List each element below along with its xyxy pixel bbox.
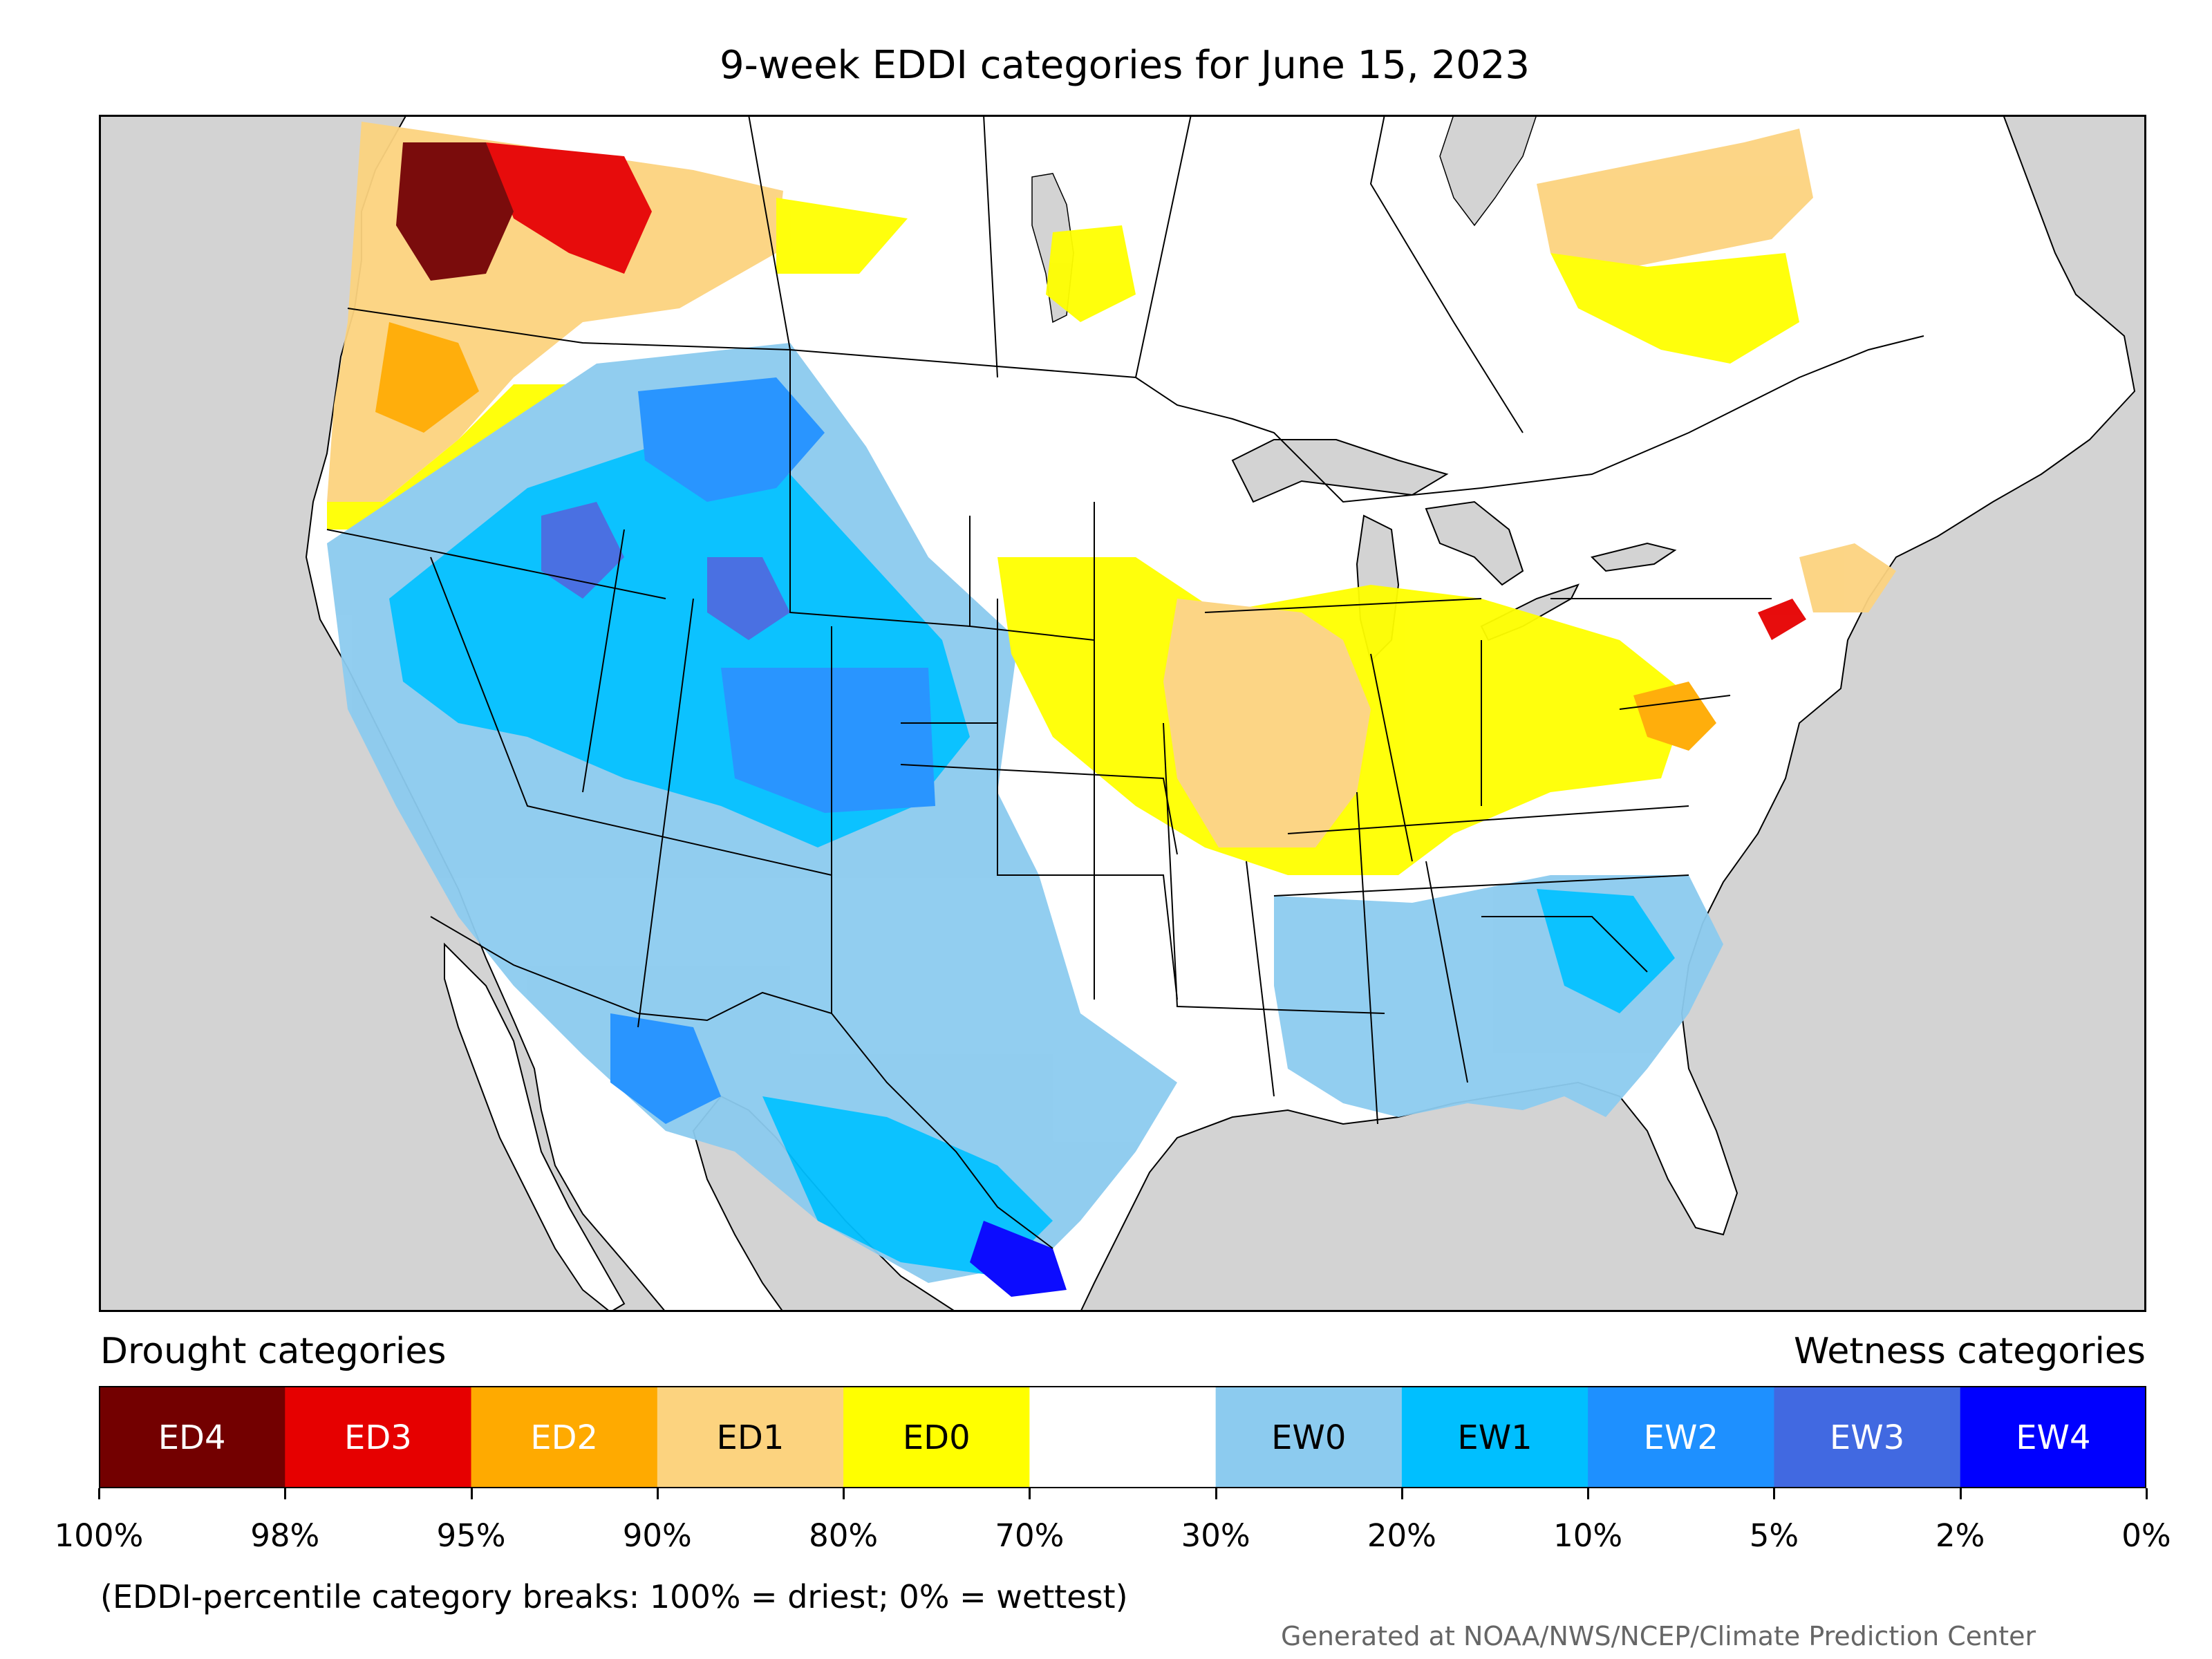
eddi-map: [99, 115, 2146, 1312]
colorbar-cell-neutral: [1029, 1386, 1217, 1488]
us-mexico-border: [430, 916, 1053, 1249]
hudson-bay-edge: [1439, 115, 1537, 227]
tick-mark: [843, 1488, 845, 1499]
tick-mark: [1959, 1488, 1962, 1499]
colorbar-label-ew2: EW2: [1644, 1418, 1718, 1457]
colorbar-label-ed2: ED2: [530, 1418, 598, 1457]
lake-huron: [1425, 500, 1524, 586]
region-ed0-bc: [776, 198, 908, 274]
credit-line: Generated at NOAA/NWS/NCEP/Climate Predi…: [1281, 1621, 2036, 1651]
eddi-fill-regions: [327, 122, 1896, 1297]
region-ew3-wyoming: [707, 557, 790, 640]
region-ed2-virginia: [1633, 682, 1716, 751]
tick-mark: [284, 1488, 287, 1499]
region-ew3-idaho: [541, 502, 624, 599]
tick-mark: [1215, 1488, 1217, 1499]
colorbar-cell-ew0: [1215, 1386, 1403, 1488]
region-ew2-arizona: [610, 1013, 721, 1124]
region-ed4-bc: [396, 142, 514, 281]
colorbar-cell-ew2: [1588, 1386, 1774, 1488]
tick-label: 5%: [1749, 1517, 1799, 1554]
tick-mark: [656, 1488, 659, 1499]
colorbar-cell-ed2: [471, 1386, 658, 1488]
land-baja: [444, 942, 626, 1312]
region-ew4-texas: [970, 1221, 1067, 1297]
tick-mark: [98, 1488, 100, 1499]
region-ed3-bc: [486, 142, 652, 274]
colorbar-label-ew4: EW4: [2016, 1418, 2090, 1457]
tick-mark: [1773, 1488, 1776, 1499]
colorbar-label-ed3: ED3: [344, 1418, 412, 1457]
tick-label: 100%: [54, 1517, 144, 1554]
region-ed1-northeast: [1799, 543, 1896, 612]
map-border: [99, 115, 2146, 1312]
colorbar-label-ew3: EW3: [1830, 1418, 1904, 1457]
region-ed2-bc: [375, 322, 479, 433]
lake-ontario: [1591, 542, 1677, 572]
tick-label: 95%: [436, 1517, 506, 1554]
tick-mark: [470, 1488, 473, 1499]
region-ed0-quebec: [1550, 253, 1799, 364]
wetness-categories-title: Wetness categories: [1794, 1331, 2146, 1372]
tick-label: 2%: [1936, 1517, 1985, 1554]
region-ed0-manitoba: [1046, 225, 1136, 322]
tick-mark: [2146, 1488, 2148, 1499]
tick-label: 70%: [995, 1517, 1065, 1554]
region-ed1-quebec: [1537, 129, 1813, 267]
colorbar-label-ed1: ED1: [717, 1418, 785, 1457]
colorbar-label-ed0: ED0: [903, 1418, 971, 1457]
colorbar-cell-ew4: [1960, 1386, 2146, 1488]
region-ew2-colorado: [721, 668, 935, 813]
tick-label: 90%: [622, 1517, 692, 1554]
tick-label: 98%: [250, 1517, 320, 1554]
category-breaks-note: (EDDI-percentile category breaks: 100% =…: [100, 1578, 1128, 1615]
region-ed1-midwest: [1163, 599, 1371, 847]
map-title: 9-week EDDI categories for June 15, 2023: [720, 43, 1530, 88]
region-ew2-montana: [638, 377, 825, 502]
colorbar-cell-ew3: [1774, 1386, 1961, 1488]
colorbar-cell-ed1: [657, 1386, 844, 1488]
colorbar-cell-ed0: [843, 1386, 1030, 1488]
colorbar-cell-ed3: [285, 1386, 472, 1488]
tick-label: 30%: [1181, 1517, 1250, 1554]
colorbar-cell-ed4: [99, 1386, 285, 1488]
us-canada-border: [347, 308, 1924, 503]
colorbar-label-ew0: EW0: [1271, 1418, 1346, 1457]
tick-mark: [1400, 1488, 1403, 1499]
region-ew1-southeast: [1537, 889, 1675, 1013]
tick-label: 0%: [2121, 1517, 2171, 1554]
lake-superior: [1231, 439, 1449, 503]
tick-label: 20%: [1367, 1517, 1436, 1554]
colorbar-label-ed4: ED4: [158, 1418, 226, 1457]
drought-categories-title: Drought categories: [100, 1331, 447, 1372]
tick-mark: [1029, 1488, 1031, 1499]
tick-label: 10%: [1553, 1517, 1623, 1554]
region-ed3-nyc: [1758, 599, 1806, 640]
colorbar-label-ew1: EW1: [1457, 1418, 1532, 1457]
tick-mark: [1587, 1488, 1590, 1499]
category-colorbar: ED4 ED3 ED2 ED1 ED0 EW0 EW1 EW2 EW3 EW4: [99, 1386, 2146, 1488]
colorbar-cell-ew1: [1401, 1386, 1588, 1488]
tick-label: 80%: [809, 1517, 879, 1554]
political-boundaries: [326, 115, 1924, 1249]
